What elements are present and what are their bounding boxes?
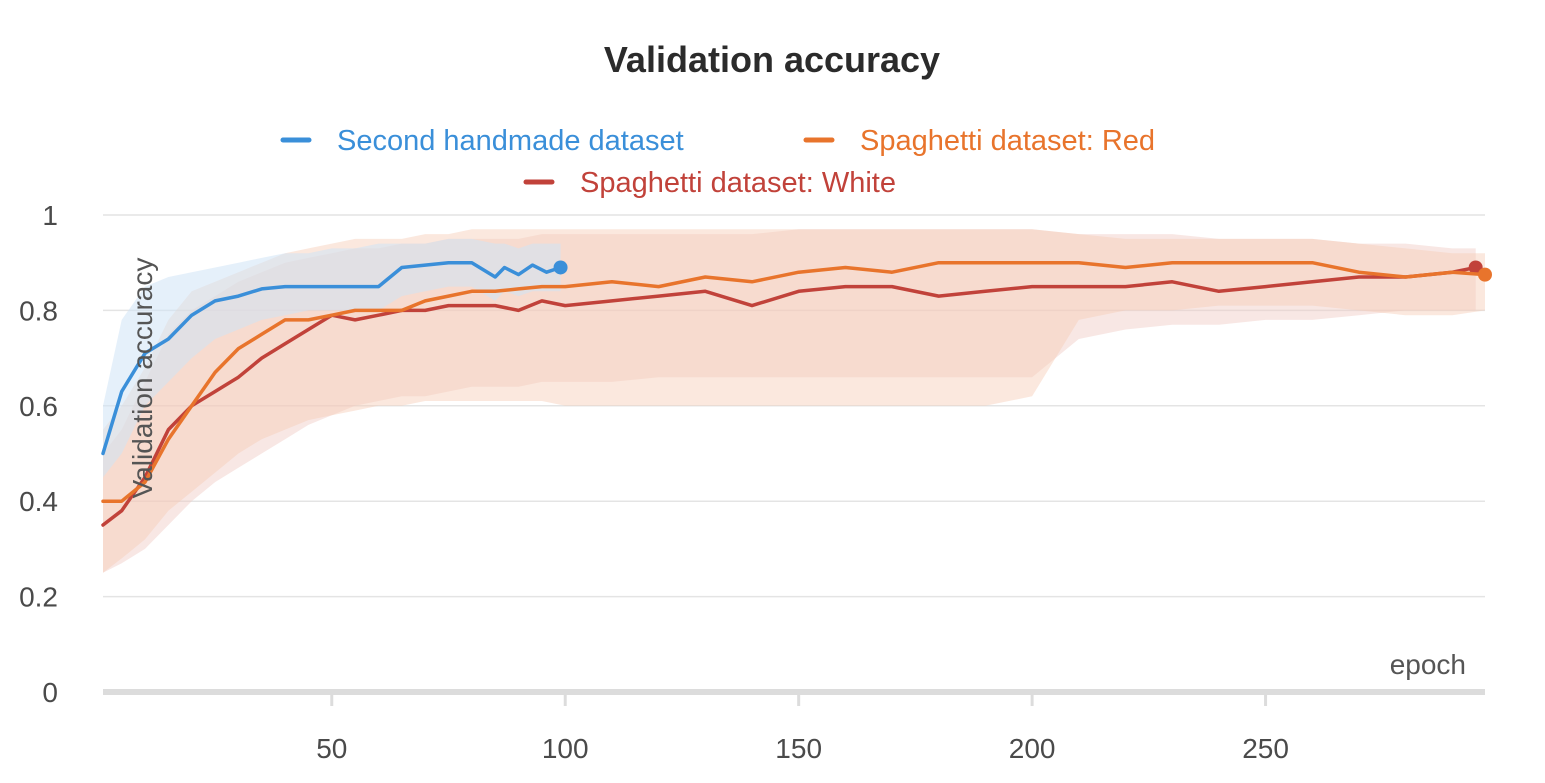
x-tick-label: 100: [542, 733, 589, 764]
x-tick-label: 200: [1009, 733, 1056, 764]
legend-label: Second handmade dataset: [337, 125, 684, 157]
y-tick-label: 0.4: [19, 486, 58, 517]
y-tick-label: 0.6: [19, 391, 58, 422]
series-line[interactable]: [101, 260, 563, 456]
legend[interactable]: Second handmade dataset Spaghetti dataset…: [280, 125, 1155, 199]
series-end-point[interactable]: [553, 260, 568, 275]
series-band: [103, 229, 1485, 573]
series-line[interactable]: [101, 265, 1478, 527]
legend-label: Spaghetti dataset: White: [580, 167, 896, 199]
y-axis-label: Validation accuracy: [127, 258, 158, 499]
confidence-bands: [103, 229, 1485, 573]
chart-title: Validation accuracy: [604, 39, 940, 80]
legend-item[interactable]: Spaghetti dataset: White: [523, 167, 896, 199]
legend-item[interactable]: Spaghetti dataset: Red: [803, 125, 1155, 157]
series-band: [103, 238, 561, 478]
y-tick-label: 0.2: [19, 582, 58, 613]
x-tick-label: 150: [775, 733, 822, 764]
y-tick-label: 0: [42, 677, 58, 708]
series-end-point[interactable]: [1478, 267, 1492, 282]
y-tick-label: 0.8: [19, 295, 58, 326]
y-tick-label: 1: [42, 200, 58, 231]
legend-item[interactable]: Second handmade dataset: [280, 125, 684, 157]
series-line[interactable]: [101, 260, 1487, 503]
x-tick-label: 250: [1242, 733, 1289, 764]
series-band: [103, 229, 1476, 573]
series-lines: [101, 260, 1492, 527]
x-tick-label: 50: [316, 733, 347, 764]
x-axis-label: epoch: [1390, 649, 1466, 680]
legend-label: Spaghetti dataset: Red: [860, 125, 1155, 157]
